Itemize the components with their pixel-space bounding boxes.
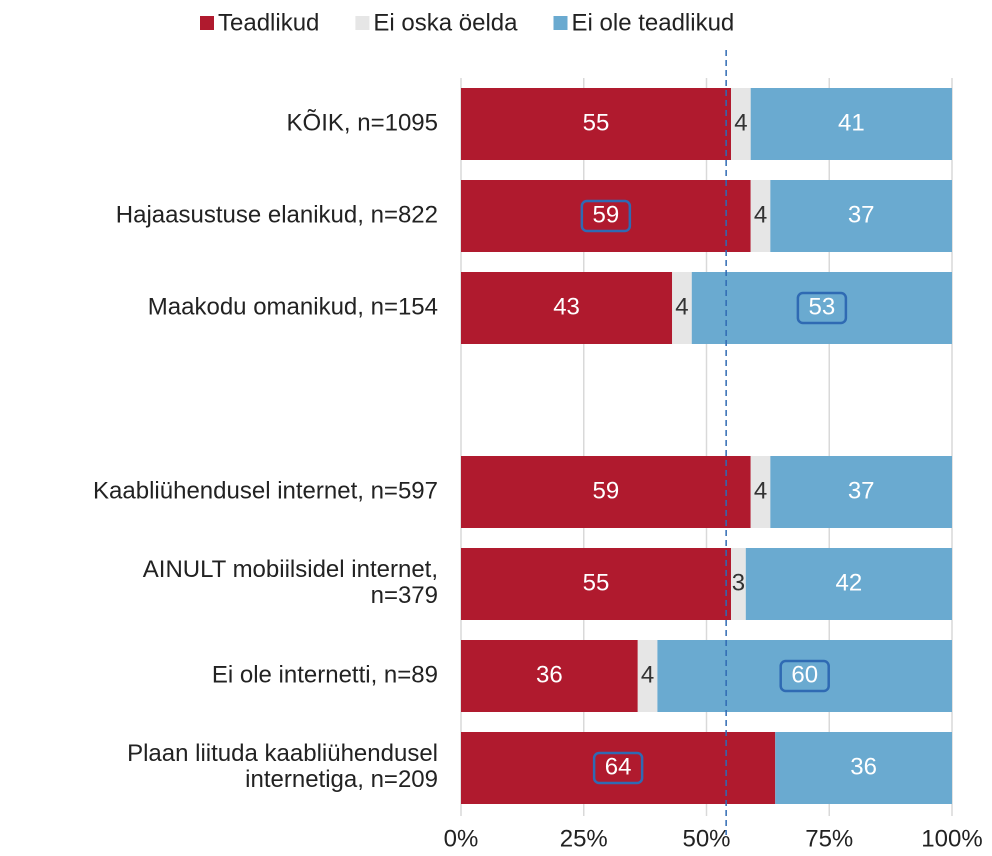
- x-tick-label: 75%: [805, 825, 853, 852]
- y-tick-label: Kaabliühendusel internet, n=597: [93, 477, 438, 504]
- data-label: 4: [734, 109, 747, 136]
- data-label: 4: [641, 661, 654, 688]
- x-tick-label: 25%: [560, 825, 608, 852]
- y-tick-label: Plaan liituda kaabliühendusel internetiga…: [127, 740, 438, 793]
- data-label: 59: [592, 201, 619, 228]
- data-label: 37: [848, 477, 875, 504]
- y-tick-label: KÕIK, n=1095: [287, 108, 438, 136]
- bar-segment: [657, 640, 952, 712]
- legend-swatch: [200, 16, 214, 30]
- bar-segment: [461, 456, 751, 528]
- bar-segment: [770, 180, 952, 252]
- legend-label: Ei ole teadlikud: [572, 9, 735, 36]
- bar-segment: [750, 88, 952, 160]
- y-tick-label: Ei ole internetti, n=89: [212, 661, 438, 688]
- bar-segment: [745, 548, 952, 620]
- y-tick-label: AINULT mobiilsidel internet, n=379: [143, 556, 438, 609]
- bar-segment: [637, 640, 658, 712]
- data-label: 55: [583, 109, 610, 136]
- legend-swatch: [355, 16, 370, 30]
- bar-segment: [461, 88, 732, 160]
- data-label: 4: [754, 201, 767, 228]
- data-label: 59: [592, 477, 619, 504]
- data-label: 55: [583, 569, 610, 596]
- label-box: [796, 291, 848, 325]
- legend-label: Ei oska öelda: [373, 9, 518, 36]
- bar-segment: [750, 180, 771, 252]
- data-label: 42: [836, 569, 863, 596]
- bar-segment: [750, 456, 771, 528]
- bar-segment: [775, 732, 952, 804]
- label-box: [592, 751, 644, 785]
- x-tick-label: 0%: [444, 825, 479, 852]
- bar-segment: [461, 272, 673, 344]
- bar-segment: [461, 548, 732, 620]
- bar-segment: [691, 272, 952, 344]
- data-label: 36: [850, 753, 877, 780]
- bar-segment: [731, 548, 746, 620]
- bar-segment: [461, 640, 638, 712]
- bar-segment: [461, 180, 751, 252]
- x-tick-label: 100%: [921, 825, 982, 852]
- data-label: 60: [791, 661, 818, 688]
- bar-segment: [461, 732, 776, 804]
- bar-segment: [770, 456, 952, 528]
- legend-swatch: [553, 16, 568, 30]
- data-label: 4: [754, 477, 767, 504]
- label-box: [580, 199, 632, 233]
- data-label: 37: [848, 201, 875, 228]
- data-label: 43: [553, 293, 580, 320]
- y-tick-label: Maakodu omanikud, n=154: [148, 293, 438, 320]
- data-label: 53: [809, 293, 836, 320]
- label-box: [779, 659, 830, 693]
- x-tick-label: 50%: [682, 825, 730, 852]
- data-label: 3: [732, 569, 745, 596]
- legend-label: Teadlikud: [218, 9, 319, 36]
- bar-segment: [731, 88, 751, 160]
- data-label: 4: [675, 293, 688, 320]
- data-label: 36: [536, 661, 563, 688]
- y-tick-label: Hajaasustuse elanikud, n=822: [116, 201, 438, 228]
- data-label: 41: [838, 109, 865, 136]
- bar-segment: [672, 272, 692, 344]
- data-label: 64: [605, 753, 632, 780]
